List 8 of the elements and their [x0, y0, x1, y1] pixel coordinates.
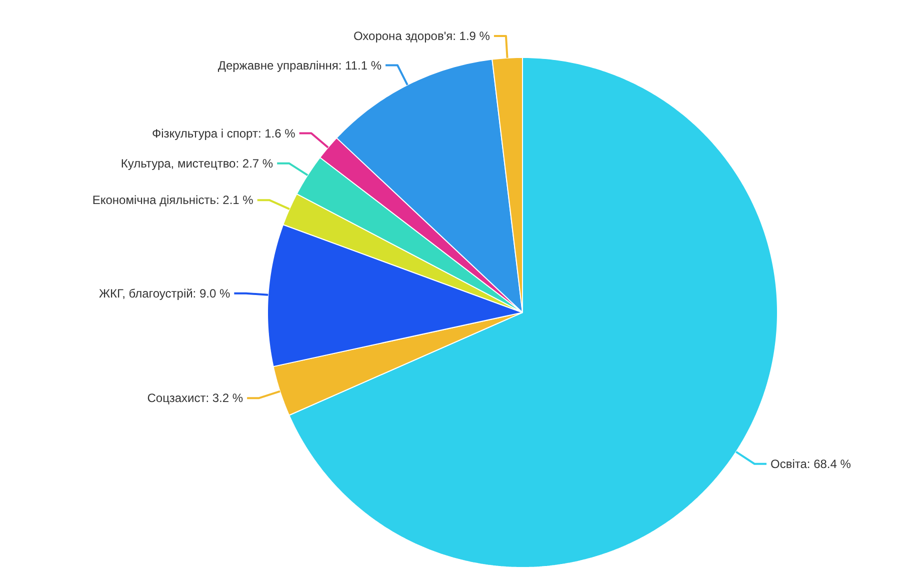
slice-label: Освіта: 68.4 % [770, 456, 852, 471]
slice-label: Охорона здоров'я: 1.9 % [353, 28, 490, 43]
slice-label: Економічна діяльність: 2.1 % [92, 193, 254, 208]
slice-label: Соцзахист: 3.2 % [147, 391, 244, 406]
slice-label: Культура, мистецтво: 2.7 % [120, 156, 274, 170]
slice-label: Державне управління: 11.1 % [218, 58, 382, 72]
slice-label: ЖКГ, благоустрій: 9.0 % [98, 286, 230, 300]
slice-label: Фізкультура і спорт: 1.6 % [152, 126, 296, 140]
